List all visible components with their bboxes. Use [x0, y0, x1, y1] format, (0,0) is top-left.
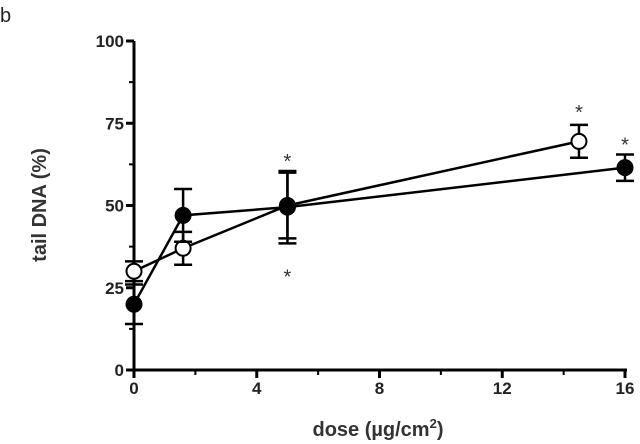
data-point — [174, 206, 192, 224]
x-axis-label-main: dose (µg/cm — [312, 419, 429, 441]
series-1 — [125, 123, 588, 283]
data-point — [174, 239, 192, 257]
annotation-layer: * * * * — [284, 102, 630, 288]
panel-label: b — [0, 5, 11, 27]
series-line — [132, 166, 626, 305]
x-tick-label: 0 — [129, 379, 138, 398]
y-axis-label: tail DNA (%) — [29, 148, 51, 262]
axes: 0 25 50 75 100 0 4 8 12 16 — [96, 32, 635, 398]
series-2 — [125, 153, 634, 326]
series-layer — [125, 123, 634, 326]
significance-marker: * — [284, 266, 292, 288]
data-point — [125, 262, 143, 280]
x-tick-label: 12 — [493, 379, 512, 398]
x-tick-label: 8 — [375, 379, 384, 398]
significance-marker: * — [284, 151, 292, 173]
series-line — [133, 140, 580, 273]
x-axis-label: dose (µg/cm2) — [312, 416, 443, 441]
x-axis-label-superscript: 2 — [430, 416, 437, 431]
y-tick-label: 100 — [96, 32, 124, 51]
y-tick-label: 75 — [105, 114, 124, 133]
significance-marker: * — [621, 135, 629, 157]
data-point — [616, 159, 634, 177]
y-tick-label: 0 — [115, 361, 124, 380]
x-tick-label: 4 — [252, 379, 262, 398]
data-point — [570, 132, 588, 150]
y-tick-label: 50 — [105, 197, 124, 216]
y-tick-label: 25 — [105, 279, 124, 298]
data-point — [125, 295, 143, 313]
significance-marker: * — [575, 102, 583, 124]
x-tick-label: 16 — [616, 379, 635, 398]
data-point — [278, 198, 296, 216]
x-axis-label-suffix: ) — [437, 419, 444, 441]
